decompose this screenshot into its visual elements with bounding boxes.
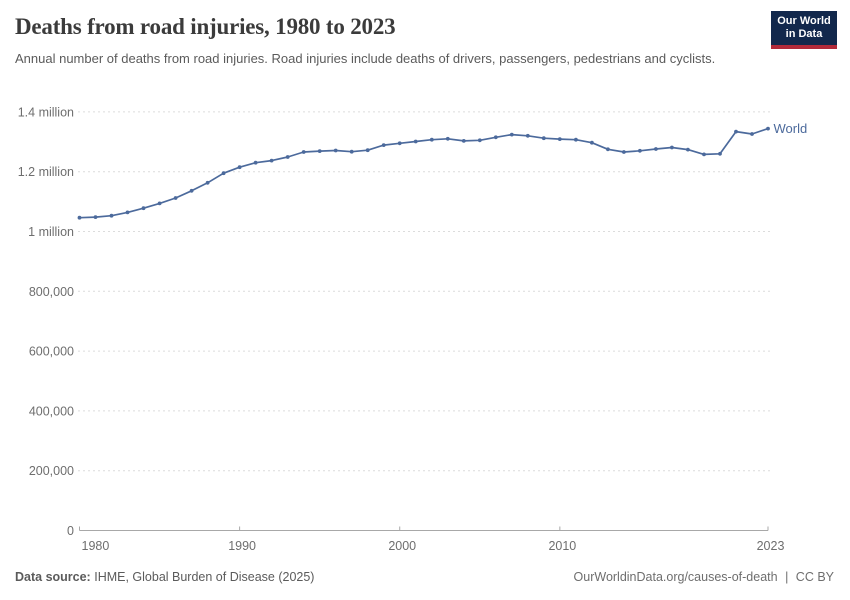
data-point-2007[interactable] xyxy=(509,132,514,137)
y-axis-tick-label: 600,000 xyxy=(29,345,74,359)
data-source-value: IHME, Global Burden of Disease (2025) xyxy=(94,570,315,584)
data-point-2010[interactable] xyxy=(557,137,562,142)
data-point-1999[interactable] xyxy=(381,143,386,148)
data-point-2020[interactable] xyxy=(718,151,722,156)
data-point-1984[interactable] xyxy=(141,206,146,211)
data-point-2013[interactable] xyxy=(606,147,610,152)
data-point-2017[interactable] xyxy=(670,145,674,150)
data-point-2004[interactable] xyxy=(461,139,466,143)
chart-header: Deaths from road injuries, 1980 to 2023 … xyxy=(15,14,835,68)
footer-separator: | xyxy=(785,570,789,584)
data-point-1990[interactable] xyxy=(237,165,242,170)
series-end-label: World xyxy=(774,121,808,136)
chart-subtitle: Annual number of deaths from road injuri… xyxy=(15,51,716,66)
data-point-2009[interactable] xyxy=(541,136,546,141)
data-point-2011[interactable] xyxy=(574,137,578,142)
footer-license: CC BY xyxy=(795,570,834,584)
data-point-2006[interactable] xyxy=(493,135,498,140)
data-point-1997[interactable] xyxy=(349,149,354,154)
data-point-2019[interactable] xyxy=(702,152,706,157)
data-point-1991[interactable] xyxy=(253,160,258,165)
data-point-2003[interactable] xyxy=(445,136,450,141)
x-axis-tick-label: 2023 xyxy=(757,539,785,553)
data-point-1987[interactable] xyxy=(189,188,194,193)
data-point-2022[interactable] xyxy=(750,132,754,136)
data-point-2015[interactable] xyxy=(638,148,642,153)
data-point-1985[interactable] xyxy=(157,201,162,206)
data-point-1986[interactable] xyxy=(173,196,178,200)
y-axis-tick-label: 1.4 million xyxy=(18,105,74,119)
data-point-1982[interactable] xyxy=(109,213,114,218)
data-point-1994[interactable] xyxy=(301,150,306,154)
data-point-1980[interactable] xyxy=(77,215,82,220)
chart-footer: Data source: IHME, Global Burden of Dise… xyxy=(15,570,834,584)
data-point-1992[interactable] xyxy=(269,158,274,163)
data-point-2018[interactable] xyxy=(686,147,690,152)
data-point-2014[interactable] xyxy=(622,150,626,154)
data-point-1981[interactable] xyxy=(93,215,98,220)
y-axis-tick-label: 800,000 xyxy=(29,285,74,299)
x-axis-tick-label: 2010 xyxy=(548,539,576,553)
data-point-1998[interactable] xyxy=(365,148,370,153)
x-axis-tick-label: 1980 xyxy=(82,539,110,553)
owid-logo-line2: in Data xyxy=(785,28,823,40)
x-axis-tick-label: 1990 xyxy=(228,539,256,553)
data-point-1993[interactable] xyxy=(285,155,290,159)
data-source-label: Data source: xyxy=(15,570,91,584)
y-axis-tick-label: 1.2 million xyxy=(18,165,74,179)
data-point-2012[interactable] xyxy=(590,140,594,145)
data-point-2002[interactable] xyxy=(429,137,434,142)
data-point-1988[interactable] xyxy=(205,180,210,185)
data-point-1983[interactable] xyxy=(125,210,130,215)
x-axis-tick-label: 2000 xyxy=(388,539,416,553)
owid-logo-line1: Our World xyxy=(777,15,831,27)
y-axis-tick-label: 200,000 xyxy=(29,464,74,478)
data-point-2021[interactable] xyxy=(734,129,738,134)
y-axis-tick-label: 400,000 xyxy=(29,404,74,418)
data-source: Data source: IHME, Global Burden of Dise… xyxy=(15,570,314,584)
data-point-2023[interactable] xyxy=(766,126,770,131)
data-point-1996[interactable] xyxy=(333,148,338,153)
data-point-1989[interactable] xyxy=(221,171,226,176)
data-point-2001[interactable] xyxy=(413,139,418,144)
data-point-2000[interactable] xyxy=(397,141,402,146)
footer-attribution: OurWorldinData.org/causes-of-death | CC … xyxy=(574,570,834,584)
line-chart[interactable]: 0 200,000 400,000 600,000 800,000 1 million 1.… xyxy=(0,0,850,565)
data-point-1995[interactable] xyxy=(317,149,322,154)
data-point-2005[interactable] xyxy=(477,138,482,143)
page-title: Deaths from road injuries, 1980 to 2023 xyxy=(15,14,396,39)
owid-logo[interactable]: Our World in Data xyxy=(771,11,837,49)
y-axis-tick-label: 0 xyxy=(67,524,74,538)
world-data-line[interactable] xyxy=(78,127,769,219)
data-point-2008[interactable] xyxy=(525,133,530,138)
data-point-2016[interactable] xyxy=(654,147,658,151)
footer-url-link[interactable]: OurWorldinData.org/causes-of-death xyxy=(573,570,778,584)
y-axis-tick-label: 1 million xyxy=(28,225,74,239)
